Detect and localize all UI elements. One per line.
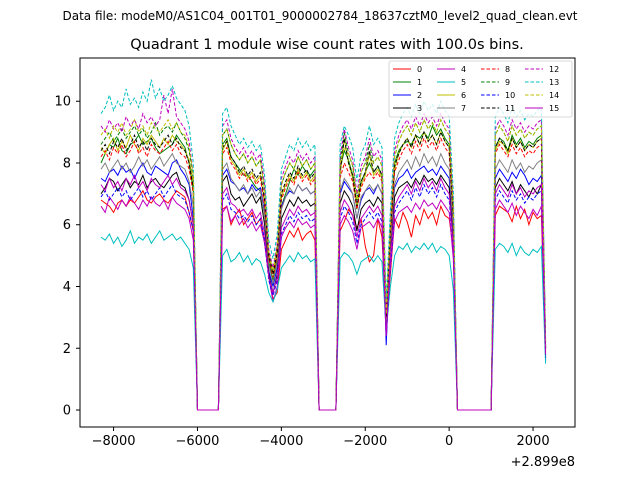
y-tick-label: 8 <box>63 156 71 171</box>
series-line-2 <box>100 159 547 411</box>
series-line-9 <box>100 118 547 411</box>
series-line-13 <box>100 79 547 411</box>
x-offset-label: +2.899e8 <box>511 455 575 470</box>
legend-label-3: 3 <box>417 104 422 113</box>
series-line-12 <box>100 88 547 411</box>
legend-label-15: 15 <box>549 104 559 113</box>
legend-box <box>388 60 573 118</box>
legend-label-5: 5 <box>461 78 466 87</box>
legend-label-10: 10 <box>505 91 515 100</box>
series-line-8 <box>100 136 547 411</box>
y-axis: 0 2 4 6 8 10 <box>54 95 80 419</box>
legend-label-4: 4 <box>461 65 466 74</box>
legend-label-8: 8 <box>505 65 510 74</box>
y-tick-label: 6 <box>63 218 71 233</box>
series-line-14 <box>100 118 547 411</box>
legend-label-14: 14 <box>549 91 559 100</box>
y-tick-label: 0 <box>63 404 71 419</box>
legend-label-1: 1 <box>417 78 422 87</box>
legend-label-13: 13 <box>549 78 559 87</box>
x-tick-label: −2000 <box>343 434 387 449</box>
series-line-0 <box>100 189 547 411</box>
x-tick-label: −8000 <box>92 434 136 449</box>
x-tick-label: −4000 <box>259 434 303 449</box>
legend-label-2: 2 <box>417 91 422 100</box>
series-layer <box>100 79 547 411</box>
series-line-1 <box>100 124 547 411</box>
legend-label-7: 7 <box>461 104 466 113</box>
series-line-15 <box>100 173 547 411</box>
y-tick-label: 4 <box>63 280 71 295</box>
chart-suptitle: Data file: modeM0/AS1C04_001T01_90000027… <box>62 9 577 23</box>
x-tick-label: 2000 <box>517 434 550 449</box>
legend-label-11: 11 <box>505 104 515 113</box>
x-axis: −8000 −6000 −4000 −2000 0 2000 <box>92 427 550 449</box>
y-tick-label: 2 <box>63 342 71 357</box>
series-line-5 <box>100 229 547 411</box>
y-tick-label: 10 <box>54 95 71 110</box>
legend-label-0: 0 <box>417 65 422 74</box>
chart-title: Quadrant 1 module wise count rates with … <box>130 37 524 53</box>
x-tick-label: −6000 <box>175 434 219 449</box>
series-line-4 <box>100 195 547 411</box>
series-line-6 <box>100 130 547 411</box>
series-line-10 <box>100 183 547 411</box>
series-line-11 <box>100 130 547 411</box>
x-tick-label: 0 <box>445 434 453 449</box>
legend-label-12: 12 <box>549 65 559 74</box>
legend-label-6: 6 <box>461 91 466 100</box>
legend-label-9: 9 <box>505 78 510 87</box>
plot-frame <box>79 57 576 428</box>
